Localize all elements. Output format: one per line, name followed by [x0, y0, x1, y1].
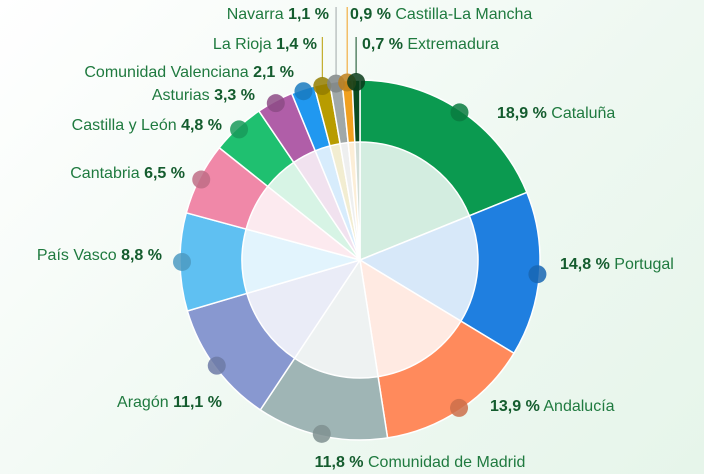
slice-label: 14,8 % Portugal — [560, 256, 674, 273]
value-label: 0,7 % — [362, 36, 403, 53]
slice-label: 0,9 % Castilla-La Mancha — [350, 6, 532, 23]
slice-label: 13,9 % Andalucía — [490, 398, 615, 415]
category-label: La Rioja — [213, 36, 272, 53]
slice-label: La Rioja 1,4 % — [213, 36, 317, 53]
category-label: Castilla y León — [72, 117, 177, 134]
value-label: 13,9 % — [490, 398, 540, 415]
marker-dot — [450, 103, 469, 122]
category-label: Cantabria — [70, 165, 139, 182]
category-label: Comunidad de Madrid — [368, 454, 525, 471]
slice-label: 18,9 % Cataluña — [497, 105, 615, 122]
category-label: Extremadura — [407, 36, 499, 53]
inner-slice — [354, 141, 361, 261]
category-label: Aragón — [117, 394, 169, 411]
slice-label: Aragón 11,1 % — [117, 394, 222, 411]
inner-slice — [359, 141, 471, 262]
category-label: Comunidad Valenciana — [84, 64, 248, 81]
value-label: 11,1 % — [173, 394, 222, 411]
marker-dot — [347, 73, 366, 92]
value-label: 11,8 % — [315, 454, 364, 471]
slice-label: 0,7 % Extremadura — [362, 36, 499, 53]
category-label: Navarra — [227, 6, 284, 23]
inner-slice — [245, 258, 362, 360]
value-label: 14,8 % — [560, 256, 610, 273]
value-label: 1,1 % — [288, 6, 329, 23]
slice-label: Cantabria 6,5 % — [70, 165, 185, 182]
marker-dot — [230, 120, 249, 139]
value-label: 2,1 % — [253, 64, 294, 81]
marker-dot — [312, 424, 331, 443]
value-label: 4,8 % — [181, 117, 222, 134]
inner-slice — [359, 258, 462, 378]
inner-slice — [293, 257, 379, 379]
category-label: Andalucía — [543, 398, 614, 415]
marker-dot — [313, 77, 332, 96]
marker-dot — [450, 398, 469, 417]
category-label: Cataluña — [551, 105, 615, 122]
marker-dot — [528, 265, 547, 284]
value-label: 18,9 % — [497, 105, 547, 122]
category-label: Castilla-La Mancha — [395, 6, 532, 23]
slice-label: 11,8 % Comunidad de Madrid — [315, 454, 526, 471]
slice-label: Comunidad Valenciana 2,1 % — [84, 64, 294, 81]
inner-slice — [358, 214, 479, 323]
slice-label: Navarra 1,1 % — [227, 6, 329, 23]
marker-dot — [192, 170, 211, 189]
marker-dot — [294, 82, 313, 101]
marker-dot — [173, 252, 192, 271]
category-label: Asturias — [152, 87, 210, 104]
value-label: 6,5 % — [144, 165, 185, 182]
value-label: 1,4 % — [276, 36, 317, 53]
slice-label: País Vasco 8,8 % — [37, 247, 162, 264]
marker-dot — [207, 356, 226, 375]
marker-dot — [266, 94, 285, 113]
category-label: Portugal — [614, 256, 674, 273]
slice-label: Asturias 3,3 % — [152, 87, 255, 104]
value-label: 3,3 % — [214, 87, 255, 104]
value-label: 8,8 % — [121, 247, 162, 264]
category-label: País Vasco — [37, 247, 117, 264]
value-label: 0,9 % — [350, 6, 391, 23]
slice-label: Castilla y León 4,8 % — [72, 117, 222, 134]
